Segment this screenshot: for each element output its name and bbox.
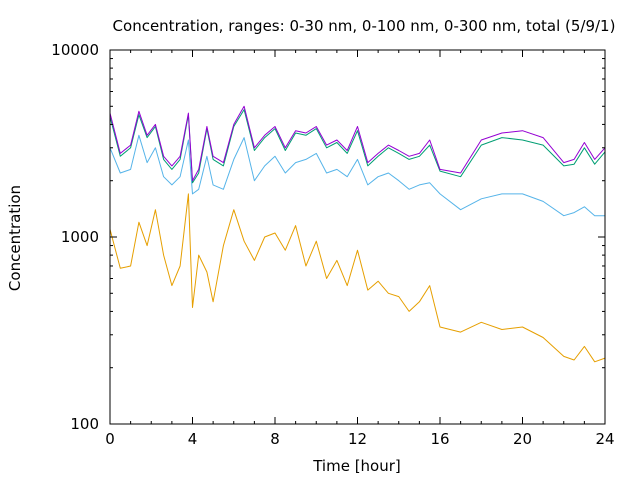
series-line-1 bbox=[109, 109, 606, 184]
x-tick-label: 8 bbox=[270, 430, 280, 448]
x-tick-label: 12 bbox=[348, 430, 367, 448]
chart-title: Concentration, ranges: 0-30 nm, 0-100 nm… bbox=[113, 17, 616, 35]
y-axis-label: Concentration bbox=[6, 185, 24, 291]
ticks-layer: 0 4 8 12 16 20 24 100 1000 10000 bbox=[51, 41, 614, 448]
y-tick-label: 10000 bbox=[51, 41, 99, 59]
y-tick-label: 100 bbox=[70, 415, 99, 433]
x-tick-label: 20 bbox=[513, 430, 532, 448]
x-axis-label: Time [hour] bbox=[312, 457, 401, 475]
series-line-0 bbox=[109, 105, 606, 182]
y-tick-label: 1000 bbox=[61, 228, 99, 246]
plot-frame bbox=[109, 49, 606, 425]
series-layer bbox=[109, 105, 606, 363]
x-tick-label: 4 bbox=[188, 430, 198, 448]
x-tick-label: 16 bbox=[430, 430, 449, 448]
series-line-2 bbox=[109, 134, 605, 217]
x-tick-label: 0 bbox=[105, 430, 115, 448]
x-tick-label: 24 bbox=[595, 430, 614, 448]
series-line-3 bbox=[109, 193, 606, 363]
